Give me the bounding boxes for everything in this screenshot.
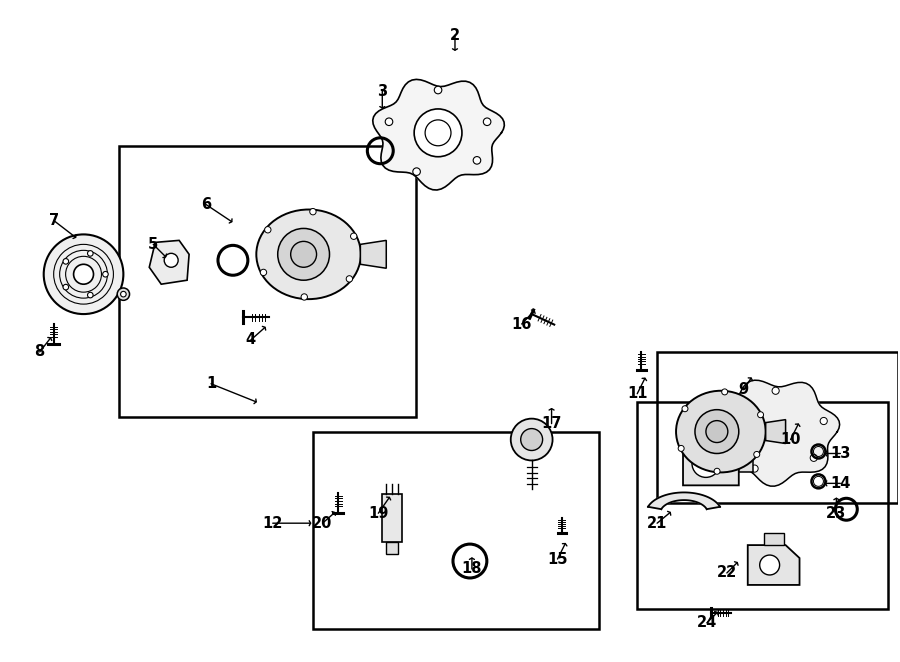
Ellipse shape — [256, 209, 361, 299]
Circle shape — [758, 412, 763, 418]
Polygon shape — [766, 420, 786, 444]
Circle shape — [772, 387, 779, 395]
Text: 14: 14 — [830, 476, 850, 491]
Circle shape — [265, 226, 271, 233]
Text: 24: 24 — [697, 615, 717, 630]
Circle shape — [385, 118, 392, 126]
Polygon shape — [373, 79, 504, 190]
Circle shape — [692, 449, 720, 477]
Circle shape — [510, 418, 553, 461]
Text: 17: 17 — [542, 416, 562, 431]
Bar — [637, 402, 888, 609]
Circle shape — [760, 555, 779, 575]
Circle shape — [810, 454, 817, 461]
Circle shape — [722, 389, 728, 395]
Circle shape — [346, 275, 353, 282]
Circle shape — [121, 291, 126, 297]
Polygon shape — [748, 545, 799, 585]
Polygon shape — [648, 493, 720, 509]
Circle shape — [63, 284, 68, 290]
Bar — [702, 428, 720, 442]
Circle shape — [74, 264, 94, 284]
Circle shape — [695, 410, 739, 453]
Circle shape — [820, 418, 827, 424]
Circle shape — [751, 465, 758, 472]
Circle shape — [302, 294, 308, 300]
Circle shape — [754, 451, 760, 457]
Text: 16: 16 — [511, 316, 532, 332]
Circle shape — [483, 118, 490, 126]
Circle shape — [414, 109, 462, 157]
Circle shape — [521, 428, 543, 451]
Text: 1: 1 — [206, 376, 216, 391]
Text: 13: 13 — [830, 446, 850, 461]
Circle shape — [310, 209, 316, 215]
Circle shape — [682, 406, 688, 412]
Text: 2: 2 — [450, 28, 460, 43]
Text: 21: 21 — [647, 516, 667, 531]
Text: 5: 5 — [148, 237, 158, 252]
Circle shape — [706, 420, 728, 442]
Circle shape — [103, 271, 108, 277]
Circle shape — [260, 269, 266, 275]
Text: 6: 6 — [201, 197, 212, 212]
Text: 12: 12 — [263, 516, 283, 531]
Circle shape — [164, 254, 178, 267]
Circle shape — [724, 418, 731, 424]
Ellipse shape — [676, 391, 766, 473]
Circle shape — [473, 157, 481, 164]
Circle shape — [87, 251, 93, 256]
Bar — [386, 542, 398, 554]
Circle shape — [679, 446, 684, 451]
Bar — [120, 146, 416, 416]
Circle shape — [44, 234, 123, 314]
Text: 3: 3 — [377, 83, 387, 99]
Text: 11: 11 — [627, 386, 647, 401]
Circle shape — [350, 233, 357, 240]
Bar — [739, 455, 752, 473]
Circle shape — [291, 242, 317, 267]
Bar — [382, 495, 402, 542]
Text: 7: 7 — [49, 213, 58, 228]
Text: 22: 22 — [716, 565, 737, 581]
Bar — [312, 432, 599, 629]
Polygon shape — [713, 380, 840, 486]
Text: 4: 4 — [246, 332, 256, 348]
Text: 18: 18 — [462, 561, 482, 577]
Text: 19: 19 — [368, 506, 389, 521]
Text: 15: 15 — [547, 551, 568, 567]
Text: 8: 8 — [34, 344, 45, 359]
Bar — [764, 533, 784, 545]
Text: 9: 9 — [739, 382, 749, 397]
Text: 23: 23 — [826, 506, 847, 521]
Circle shape — [435, 86, 442, 94]
Circle shape — [117, 288, 130, 301]
Polygon shape — [149, 240, 189, 284]
Text: 10: 10 — [780, 432, 801, 447]
Polygon shape — [360, 240, 386, 268]
Bar — [657, 352, 898, 503]
Circle shape — [413, 168, 420, 175]
Circle shape — [278, 228, 329, 280]
Text: 20: 20 — [312, 516, 333, 531]
Circle shape — [87, 293, 93, 298]
Circle shape — [714, 468, 720, 474]
Polygon shape — [683, 442, 739, 485]
Circle shape — [63, 259, 68, 264]
